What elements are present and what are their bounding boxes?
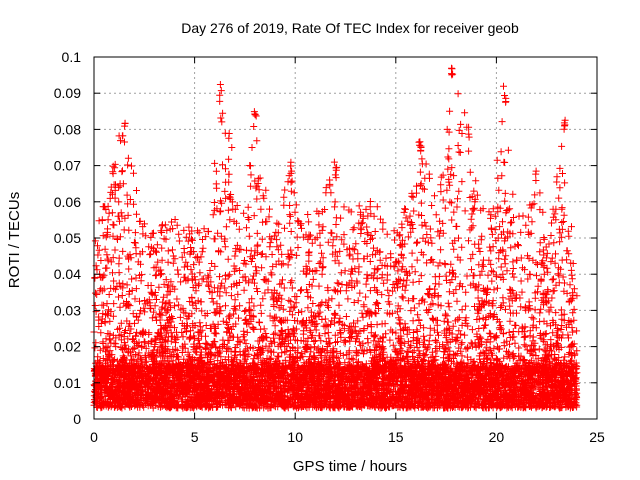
y-tick-label: 0.08 — [54, 121, 81, 137]
y-tick-label: 0.03 — [54, 302, 81, 318]
chart-title: Day 276 of 2019, Rate Of TEC Index for r… — [181, 20, 519, 36]
y-tick-label: 0 — [73, 411, 81, 427]
x-tick-labels: 0 5 10 15 20 25 — [90, 429, 605, 445]
y-tick-label: 0.05 — [54, 230, 81, 246]
y-tick-label: 0.06 — [54, 194, 81, 210]
x-tick-label: 10 — [287, 429, 303, 445]
roti-markers — [90, 64, 581, 412]
x-tick-label: 20 — [489, 429, 505, 445]
y-axis-title: ROTI / TECUs — [6, 192, 23, 288]
y-tick-label: 0.09 — [54, 85, 81, 101]
x-tick-label: 25 — [589, 429, 605, 445]
x-tick-label: 15 — [388, 429, 404, 445]
y-tick-label: 0.1 — [62, 49, 82, 65]
y-tick-label: 0.04 — [54, 266, 81, 282]
x-tick-label: 5 — [191, 429, 199, 445]
x-tick-label: 0 — [90, 429, 98, 445]
y-tick-label: 0.02 — [54, 339, 81, 355]
y-tick-label: 0.07 — [54, 158, 81, 174]
x-axis-title: GPS time / hours — [293, 458, 407, 475]
y-tick-label: 0.01 — [54, 375, 81, 391]
data-points — [90, 64, 581, 412]
axis-ticks — [93, 56, 598, 420]
y-tick-labels: 0 0.01 0.02 0.03 0.04 0.05 0.06 0.07 0.08 0.09 0.1 — [54, 49, 81, 427]
